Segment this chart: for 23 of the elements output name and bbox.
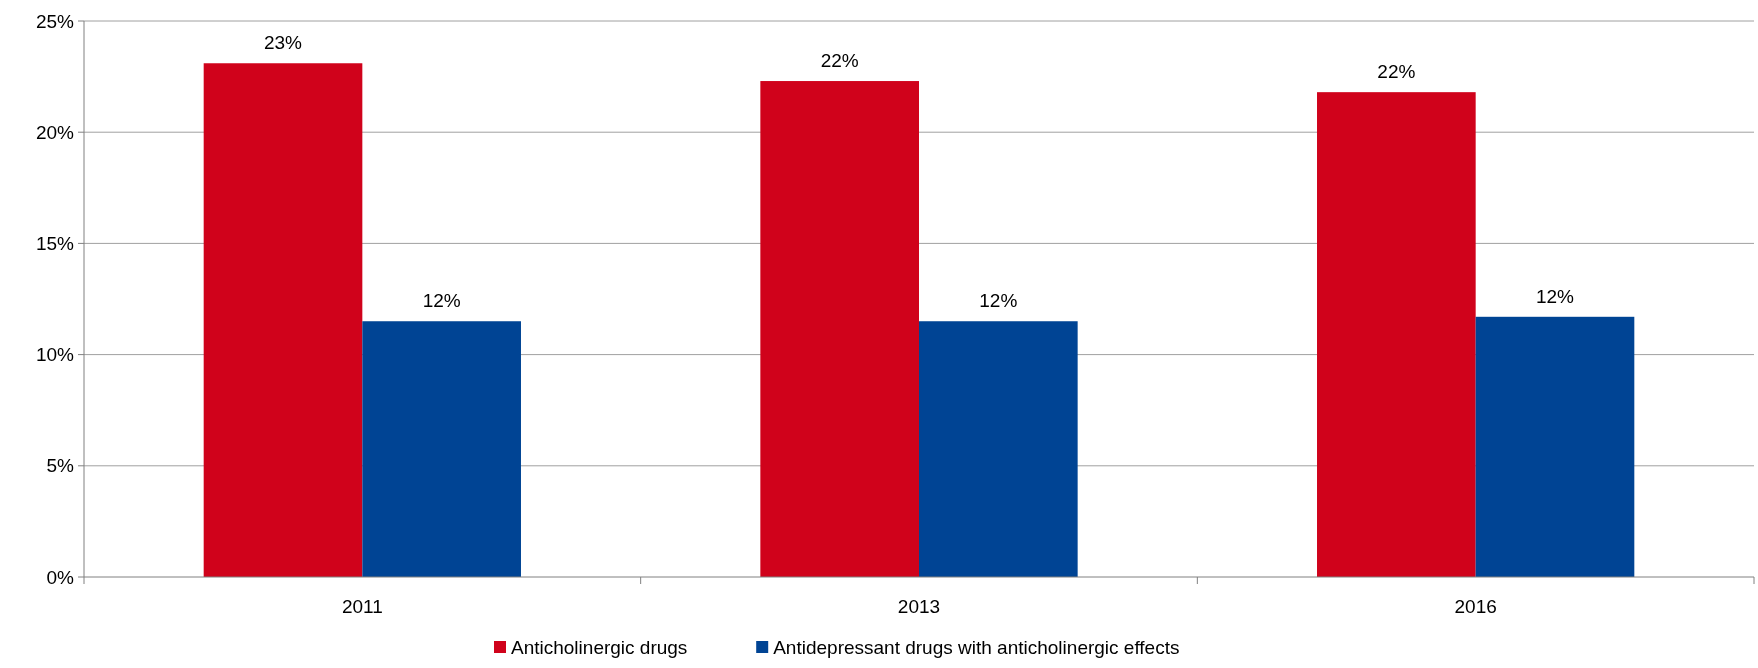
y-tick-label: 0% xyxy=(46,566,75,588)
y-tick-label: 25% xyxy=(35,10,75,32)
bar xyxy=(1475,316,1635,577)
y-tick-label: 5% xyxy=(46,455,75,477)
y-tick-label: 15% xyxy=(35,233,75,255)
legend-label: Anticholinergic drugs xyxy=(511,637,688,658)
y-tick-label: 10% xyxy=(35,344,75,366)
bar xyxy=(1317,92,1476,577)
bar xyxy=(919,321,1078,577)
data-label: 12% xyxy=(979,290,1018,312)
legend-label: Antidepressant drugs with anticholinergic effects xyxy=(773,637,1180,658)
x-tick-label: 2011 xyxy=(341,596,383,617)
bar xyxy=(760,81,919,577)
data-label: 22% xyxy=(1377,61,1416,83)
data-label: 12% xyxy=(1535,285,1575,307)
x-tick-label: 2013 xyxy=(897,596,941,617)
bar xyxy=(362,321,521,577)
data-label: 12% xyxy=(422,290,461,312)
bar xyxy=(203,63,363,577)
data-label: 23% xyxy=(263,32,303,54)
data-label: 22% xyxy=(820,50,859,72)
x-tick-label: 2016 xyxy=(1454,596,1497,617)
y-tick-label: 20% xyxy=(35,121,75,143)
